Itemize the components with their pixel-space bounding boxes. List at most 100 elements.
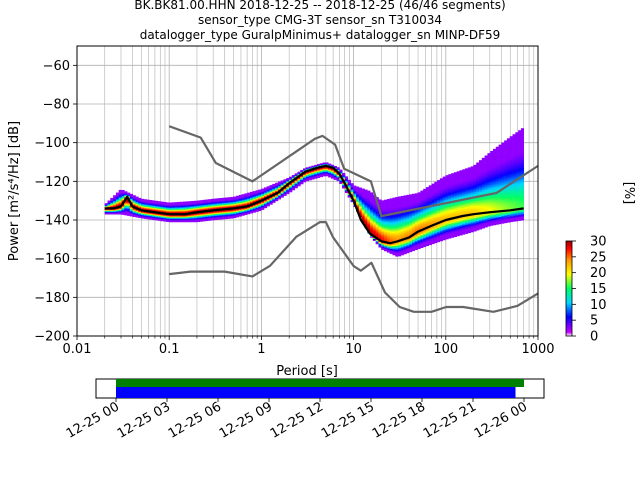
histogram-cell [286,191,290,193]
histogram-cell [314,170,318,172]
histogram-cell [411,222,416,224]
histogram-cell [336,176,340,178]
histogram-cell [303,181,307,182]
histogram-cell [275,198,279,200]
histogram-cell [261,202,265,204]
histogram-cell [202,214,206,216]
histogram-cell [344,176,349,178]
histogram-cell [247,208,251,210]
histogram-cell [149,200,153,201]
histogram-cell [344,183,349,184]
histogram-cell [272,186,276,187]
histogram-cell [289,191,293,192]
histogram-cell [141,198,145,200]
histogram-cell [358,190,363,192]
histogram-cell [188,219,192,220]
histogram-cell [300,182,304,184]
histogram-cell [171,205,175,207]
histogram-cell [294,183,298,185]
histogram-cell [317,173,321,175]
histogram-cell [266,187,270,188]
histogram-cell [188,208,192,210]
histogram-cell [280,195,284,197]
histogram-cell [261,209,265,210]
histogram-cell [289,184,293,186]
histogram-cell [395,207,399,210]
histogram-cell [113,209,117,211]
histogram-cell [255,211,259,212]
histogram-cell [314,174,318,176]
histogram-cell [138,214,142,216]
histogram-cell [238,203,242,205]
histogram-cell [196,219,201,221]
histogram-cell [342,187,346,189]
histogram-cell [291,175,295,177]
histogram-cell [370,201,374,203]
histogram-cell [339,182,343,184]
histogram-cell [216,214,220,216]
histogram-cell [336,168,340,169]
histogram-cell [152,202,156,204]
histogram-cell [208,204,212,205]
histogram-cell [286,190,290,192]
histogram-cell [169,210,173,211]
histogram-cell [331,165,335,166]
histogram-cell [236,213,240,215]
histogram-cell [182,207,187,209]
histogram-cell [210,200,214,202]
histogram-cell [275,199,279,200]
histogram-cell [199,219,203,221]
histogram-cell [344,182,349,184]
histogram-cell [205,206,209,208]
histogram-cell [417,240,421,243]
histogram-cell [389,232,393,234]
histogram-cell [372,219,376,222]
histogram-cell [244,200,248,202]
histogram-cell [210,215,214,217]
histogram-cell [266,204,270,206]
histogram-cell [138,206,142,208]
histogram-cell [258,205,262,207]
histogram-cell [344,183,349,185]
histogram-cell [146,214,150,216]
histogram-cell [400,201,404,203]
histogram-cell [322,172,326,173]
histogram-cell [381,222,385,225]
histogram-cell [353,193,357,195]
ppsd-histogram [104,128,525,257]
histogram-cell [129,213,133,214]
histogram-cell [196,203,201,205]
histogram-cell [325,171,329,173]
histogram-cell [294,182,298,183]
histogram-cell [370,212,374,215]
histogram-cell [188,220,192,221]
histogram-cell [213,205,217,207]
histogram-cell [411,210,416,213]
histogram-cell [406,244,410,247]
histogram-cell [325,168,329,169]
histogram-cell [319,173,323,175]
histogram-cell [409,245,413,247]
histogram-cell [269,200,273,202]
histogram-cell [272,190,276,191]
histogram-cell [303,168,307,170]
histogram-cell [403,222,407,224]
histogram-cell [230,214,234,216]
histogram-cell [252,199,256,201]
histogram-cell [135,197,139,198]
histogram-cell [372,201,376,203]
histogram-cell [196,208,201,210]
histogram-cell [367,200,371,202]
histogram-cell [386,229,390,231]
histogram-cell [115,208,120,210]
histogram-cell [414,247,418,249]
histogram-cell [194,218,198,219]
histogram-cell [336,169,340,170]
histogram-cell [115,210,120,212]
histogram-cell [339,180,343,182]
histogram-cell [370,223,374,225]
histogram-cell [188,206,192,208]
histogram-cell [224,198,228,200]
histogram-cell [372,211,376,213]
histogram-cell [124,194,128,195]
